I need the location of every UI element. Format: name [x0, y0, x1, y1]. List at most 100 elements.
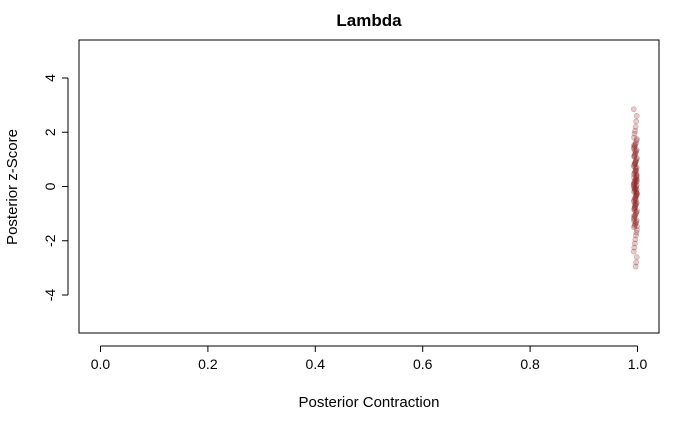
data-point — [631, 224, 637, 231]
data-point — [631, 152, 638, 159]
data-point — [632, 202, 639, 209]
data-point — [633, 165, 640, 172]
data-point — [631, 206, 637, 213]
data-point — [631, 130, 638, 137]
x-tick-label: 0.6 — [413, 356, 433, 372]
x-tick-label: 0.4 — [306, 356, 326, 372]
data-point — [631, 185, 638, 192]
data-point — [632, 236, 639, 243]
data-point — [633, 118, 640, 125]
data-point — [633, 229, 640, 236]
data-point — [631, 202, 638, 208]
data-point — [633, 191, 640, 198]
data-point — [631, 142, 638, 149]
data-point — [632, 194, 639, 201]
data-point — [631, 147, 638, 154]
data-point — [631, 212, 637, 219]
data-point — [633, 232, 639, 239]
data-point — [631, 142, 637, 149]
data-point — [634, 208, 640, 214]
data-point — [630, 181, 637, 188]
y-tick-label: -4 — [42, 289, 58, 302]
data-point — [631, 222, 638, 229]
data-point — [632, 212, 639, 218]
data-point — [634, 136, 640, 142]
x-axis: 0.0 0.2 0.4 0.6 0.8 1.0 — [91, 345, 648, 372]
data-point — [631, 205, 638, 211]
data-point — [631, 213, 638, 220]
data-point — [632, 263, 639, 270]
y-tick-label: 0 — [42, 182, 58, 190]
data-point — [633, 193, 639, 199]
data-point — [633, 113, 640, 119]
x-tick-label: 0.2 — [198, 356, 218, 372]
data-point — [634, 176, 640, 183]
data-point — [633, 177, 640, 184]
data-point — [630, 163, 637, 170]
x-axis-label: Posterior Contraction — [299, 394, 440, 411]
data-point — [631, 153, 638, 160]
data-point — [632, 203, 638, 210]
y-axis-label: Posterior z-Score — [4, 129, 21, 245]
data-point — [632, 159, 639, 165]
data-point — [633, 218, 640, 225]
data-point — [631, 189, 637, 195]
data-point — [633, 192, 640, 199]
data-point — [633, 182, 640, 189]
data-point — [633, 217, 640, 224]
data-point — [631, 197, 638, 203]
data-point — [631, 205, 638, 212]
data-point — [633, 186, 640, 193]
data-point — [633, 140, 639, 146]
data-point — [633, 170, 640, 177]
data-point — [632, 207, 638, 214]
data-point — [631, 218, 638, 225]
data-point — [630, 106, 637, 113]
x-tick-label: 0.0 — [91, 356, 111, 372]
data-point — [632, 180, 638, 187]
data-point — [631, 161, 638, 168]
data-point — [632, 168, 638, 175]
data-point — [630, 198, 637, 205]
data-point — [633, 254, 640, 260]
data-point — [632, 149, 639, 156]
y-tick-label: -2 — [42, 234, 58, 247]
data-point — [633, 172, 640, 179]
data-point — [633, 148, 640, 155]
data-point — [633, 178, 640, 185]
data-point — [631, 174, 637, 181]
x-tick-label: 1.0 — [628, 356, 648, 372]
data-point — [631, 153, 637, 160]
data-point — [631, 144, 638, 151]
data-point — [632, 159, 639, 165]
data-point — [633, 156, 640, 163]
data-point — [632, 220, 639, 227]
y-tick-label: 4 — [42, 74, 58, 82]
data-point — [630, 180, 637, 187]
data-point — [633, 259, 640, 266]
y-axis: -4 -2 0 2 4 — [42, 74, 69, 302]
x-tick-label: 0.8 — [520, 356, 540, 372]
data-point — [630, 216, 637, 222]
data-point — [633, 164, 640, 171]
data-point — [633, 209, 640, 216]
data-point — [634, 227, 640, 233]
data-point — [632, 176, 639, 183]
data-points — [630, 106, 640, 270]
data-point — [632, 221, 638, 228]
data-point — [631, 160, 638, 167]
data-point — [632, 151, 638, 157]
data-point — [632, 195, 639, 202]
data-point — [631, 134, 637, 141]
data-point — [631, 183, 638, 189]
data-point — [633, 183, 640, 190]
data-point — [631, 178, 638, 184]
data-point — [632, 164, 639, 171]
data-point — [634, 172, 640, 179]
data-point — [631, 240, 638, 247]
data-point — [632, 161, 638, 167]
data-point — [632, 141, 639, 148]
data-point — [631, 214, 638, 221]
data-point — [633, 174, 640, 180]
data-point — [631, 171, 637, 178]
